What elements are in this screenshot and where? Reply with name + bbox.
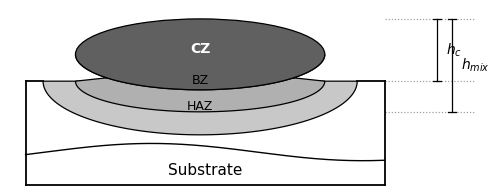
- Text: $h_{mix}$: $h_{mix}$: [461, 57, 490, 74]
- Polygon shape: [76, 54, 325, 112]
- Text: Substrate: Substrate: [168, 163, 242, 178]
- Text: HAZ: HAZ: [187, 100, 214, 113]
- Polygon shape: [43, 81, 357, 135]
- Ellipse shape: [76, 19, 325, 90]
- Text: BZ: BZ: [192, 74, 208, 87]
- Text: $h_c$: $h_c$: [446, 41, 462, 59]
- Text: CZ: CZ: [190, 42, 210, 56]
